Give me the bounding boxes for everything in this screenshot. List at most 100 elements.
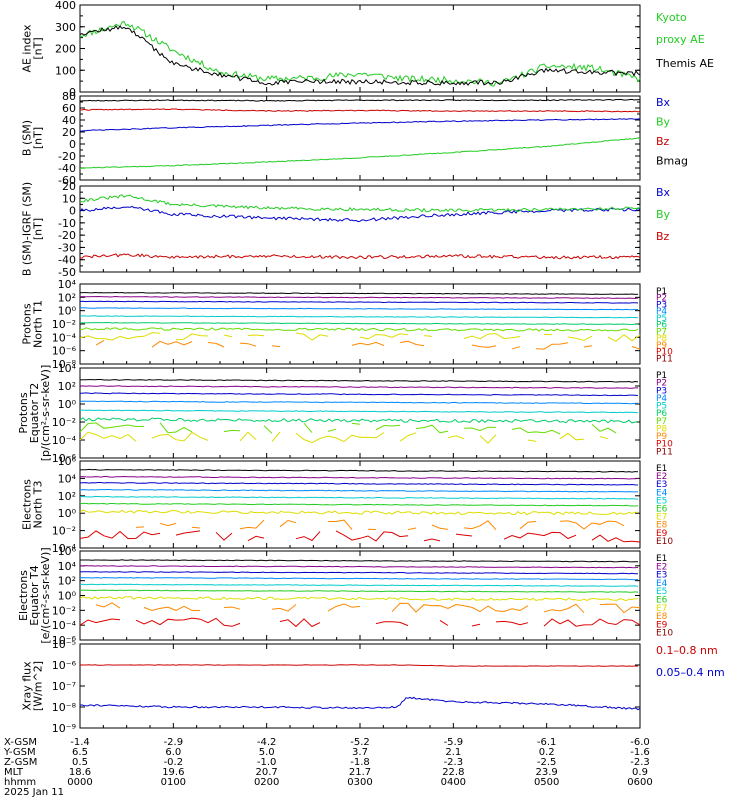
series-p5: [79, 409, 639, 414]
legend-label: P2: [656, 379, 667, 389]
legend-label: P11: [656, 447, 673, 457]
y-tick-label: 10⁻⁴: [52, 542, 77, 555]
legend-label: E4: [656, 579, 668, 589]
ephemeris-value: 20.7: [256, 767, 278, 778]
ephemeris-value: -2.3: [444, 757, 464, 768]
legend-label: Themis AE: [655, 57, 714, 70]
ephemeris-value: -0.2: [164, 757, 184, 768]
y-axis-title: Electrons: [17, 570, 30, 621]
ephemeris-value: 0100: [161, 777, 186, 788]
legend-label: E4: [656, 488, 668, 498]
series-p2: [79, 295, 639, 300]
y-tick-label: 10⁻²: [52, 604, 76, 617]
legend-label: By: [656, 116, 671, 129]
y-axis-title: Protons: [21, 303, 34, 344]
series-p3: [79, 300, 639, 304]
series-bmag: [79, 98, 641, 102]
ephemeris-row-label: hhmm: [4, 777, 36, 788]
ephemeris-value: 3.7: [352, 747, 368, 758]
y-tick-label: 20: [62, 126, 76, 139]
y-axis-title: B (SM): [21, 120, 34, 156]
legend-label: P2: [656, 294, 667, 304]
legend-label: E1: [656, 554, 667, 564]
panel-frame: [79, 185, 641, 273]
y-tick-label: 10⁻⁸: [52, 701, 77, 714]
legend-label: P3: [656, 386, 667, 396]
legend-label: proxy AE: [656, 33, 705, 46]
panel-frame: [79, 4, 641, 93]
series-p8: [80, 432, 640, 443]
ephemeris-value: -6.1: [537, 737, 557, 748]
ephemeris-value: -5.9: [444, 737, 464, 748]
series-e4: [79, 489, 639, 493]
legend-label: Bmag: [656, 155, 688, 168]
series-p6: [79, 321, 639, 326]
panel-frame: [79, 643, 641, 729]
panel-ae: 400 300 200 100 0 AE index[nT] Kyoto proxy AE Th…: [21, 0, 714, 99]
y-axis-title: Xray flux: [21, 661, 34, 711]
y-axis-title: Equator T2: [28, 383, 41, 443]
y-tick-label: 10²: [58, 490, 76, 503]
ephemeris-value: 0.2: [539, 747, 555, 758]
legend-label: E6: [656, 505, 668, 515]
legend-label: E9: [656, 620, 668, 630]
y-tick-label: 10⁴: [58, 278, 77, 291]
y-tick-label: 10⁻⁷: [52, 680, 76, 693]
legend-label: E2: [656, 562, 667, 572]
legend-label: P4: [656, 307, 667, 317]
series-e1: [79, 468, 639, 473]
y-axis-title: AE index: [21, 24, 34, 73]
legend-label: P1: [656, 287, 667, 297]
legend-label: E1: [656, 464, 667, 474]
y-tick-label: 10⁶: [58, 545, 77, 558]
ephemeris-value: 6.0: [165, 747, 181, 758]
legend-label: E3: [656, 480, 667, 490]
y-tick-label: 0: [69, 138, 76, 151]
series-by: [80, 137, 641, 169]
y-tick-label: -30: [58, 241, 76, 254]
series-e7: [79, 509, 639, 516]
legend-label: E10: [656, 629, 673, 639]
legend-label: E2: [656, 472, 667, 482]
y-tick-label: 10⁻²: [52, 318, 76, 331]
legend-label: P6: [656, 409, 667, 419]
y-tick-label: 10: [62, 192, 76, 205]
y-tick-label: 0: [69, 86, 76, 99]
series-p6: [79, 417, 639, 424]
y-axis-title: Equator T4: [28, 565, 41, 625]
series-p4: [79, 400, 639, 405]
legend-label: E5: [656, 496, 667, 506]
ephemeris-value: 6.5: [72, 747, 88, 758]
series-e2: [79, 475, 639, 480]
y-tick-label: 10⁰: [58, 507, 77, 520]
ephemeris-value: 21.7: [349, 767, 371, 778]
y-tick-label: 10⁻⁶: [52, 659, 77, 672]
y-tick-label: 10⁰: [58, 398, 77, 411]
series-e7: [79, 596, 639, 602]
ephemeris-value: 0600: [627, 777, 652, 788]
y-tick-label: 10⁻²: [52, 525, 76, 538]
legend-label: P10: [656, 440, 673, 450]
ephemeris-value: -2.3: [630, 757, 650, 768]
y-tick-label: 400: [55, 0, 76, 12]
legend-label: P6: [656, 321, 667, 331]
y-tick-label: 10²: [58, 291, 76, 304]
y-axis-title: [nT]: [32, 218, 45, 240]
legend-label: P9: [656, 432, 667, 442]
ephemeris-row-label: MLT: [4, 767, 24, 778]
legend-label: Bx: [656, 186, 671, 199]
series-e5: [79, 583, 639, 587]
y-tick-label: 10⁶: [58, 455, 77, 468]
legend-label: P11: [656, 354, 673, 364]
ephemeris-value: -4.2: [257, 737, 277, 748]
series-themis-ae: [79, 25, 641, 86]
series-bz: [80, 108, 641, 113]
y-axis-title: Protons: [17, 392, 30, 433]
date-label: 2025 Jan 11: [4, 787, 64, 798]
legend-label: P4: [656, 394, 667, 404]
y-tick-label: 100: [55, 64, 76, 77]
ephemeris-value: 0400: [441, 777, 466, 788]
